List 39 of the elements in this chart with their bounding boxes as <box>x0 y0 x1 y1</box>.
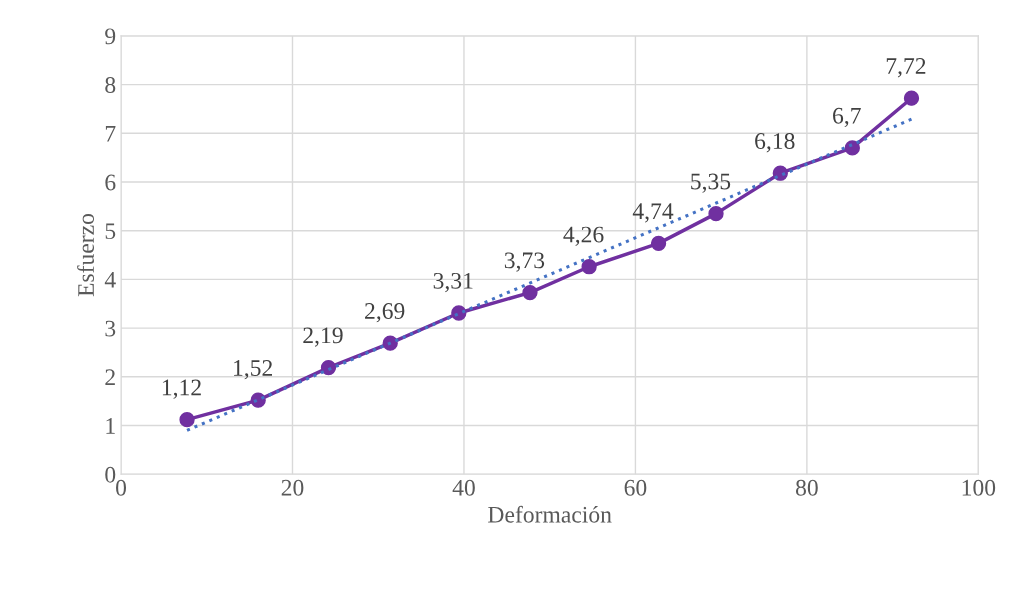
data-label: 5,35 <box>691 173 731 193</box>
data-label: 1,52 <box>234 360 272 380</box>
y-tick-label: 9 <box>105 28 116 45</box>
x-tick-label: 100 <box>962 479 996 496</box>
y-tick-label: 8 <box>105 77 116 94</box>
data-label: 6,18 <box>755 133 795 153</box>
point <box>650 235 667 251</box>
y-tick-label: 0 <box>105 466 116 483</box>
data-label: 2,69 <box>365 303 405 323</box>
data-label: 2,19 <box>303 327 343 347</box>
y-tick-label: 3 <box>105 320 116 337</box>
y-tick-label: 2 <box>105 369 115 385</box>
y-tick-label: 6 <box>105 174 116 191</box>
x-tick-label: 80 <box>795 479 818 496</box>
x-tick-label: 0 <box>116 479 127 496</box>
x-tick-label: 60 <box>624 479 647 496</box>
point <box>903 90 920 106</box>
y-tick-label: 7 <box>105 126 116 142</box>
data-label: 4,26 <box>563 226 604 246</box>
data-label: 4,74 <box>632 203 674 223</box>
data-label: 3,31 <box>433 272 473 293</box>
x-axis-title: Deformación <box>488 505 612 523</box>
data-label: 7,72 <box>886 58 926 78</box>
point <box>382 335 398 351</box>
x-tick-label: 40 <box>452 479 475 496</box>
point <box>522 284 538 301</box>
y-tick-label: 1 <box>106 418 115 434</box>
point <box>708 206 724 222</box>
data-label: 1,12 <box>162 379 201 399</box>
point <box>844 140 860 156</box>
y-tick-label: 5 <box>105 223 116 240</box>
point <box>581 259 597 275</box>
y-tick-label: 4 <box>104 272 116 288</box>
x-tick-label: 20 <box>281 479 304 496</box>
data-label: 3,73 <box>504 252 545 272</box>
point <box>320 359 337 376</box>
point <box>179 412 195 428</box>
data-label: 6,7 <box>833 107 861 128</box>
y-axis-title: Esfuerzo <box>77 213 94 297</box>
